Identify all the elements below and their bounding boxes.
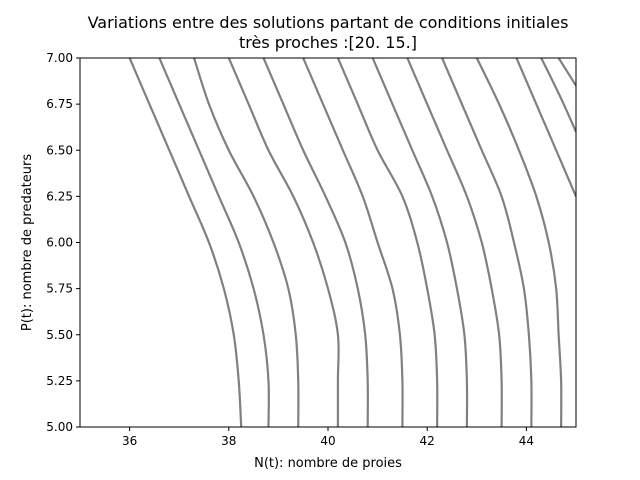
plot-frame bbox=[79, 57, 577, 428]
y-tick-label: 6.75 bbox=[46, 97, 73, 111]
y-tick-label: 5.75 bbox=[46, 282, 73, 296]
y-tick-label: 7.00 bbox=[46, 51, 73, 65]
y-tick-label: 5.25 bbox=[46, 374, 73, 388]
x-tick-label: 42 bbox=[420, 434, 435, 448]
series-line-8 bbox=[371, 58, 469, 427]
series-line-6 bbox=[302, 58, 404, 427]
y-axis-label: P(t): nombre de predateurs bbox=[20, 154, 35, 331]
x-tick-label: 40 bbox=[320, 434, 335, 448]
series-line-7 bbox=[336, 58, 439, 427]
y-tick-label: 5.00 bbox=[46, 420, 73, 434]
series-line-9 bbox=[406, 58, 503, 427]
chart-title-line-2: très proches :[20. 15.] bbox=[239, 33, 417, 52]
y-tick-label: 6.25 bbox=[46, 189, 73, 203]
series-line-13 bbox=[540, 58, 576, 133]
y-tick-label: 6.50 bbox=[46, 143, 73, 157]
series-line-14 bbox=[557, 58, 576, 87]
series-line-2 bbox=[158, 58, 270, 427]
x-tick-label: 36 bbox=[122, 434, 137, 448]
series-line-10 bbox=[441, 58, 533, 427]
series-line-12 bbox=[515, 58, 576, 197]
y-tick-label: 6.00 bbox=[46, 236, 73, 250]
chart-title-line-1: Variations entre des solutions partant d… bbox=[88, 13, 569, 32]
series-line-1 bbox=[128, 58, 243, 427]
x-axis-label: N(t): nombre de proies bbox=[254, 456, 402, 471]
x-tick-label: 38 bbox=[221, 434, 236, 448]
series-line-11 bbox=[475, 58, 563, 427]
series-line-4 bbox=[227, 58, 340, 427]
x-tick-label: 44 bbox=[519, 434, 534, 448]
series-line-3 bbox=[193, 58, 300, 427]
y-tick-label: 5.50 bbox=[46, 328, 73, 342]
series-layer bbox=[128, 58, 576, 427]
tick-layer: 36 38 40 42 44 5.00 5.25 5.50 5.75 6.00 6.25 6.50 6.… bbox=[46, 51, 534, 448]
series-line-5 bbox=[262, 58, 369, 427]
